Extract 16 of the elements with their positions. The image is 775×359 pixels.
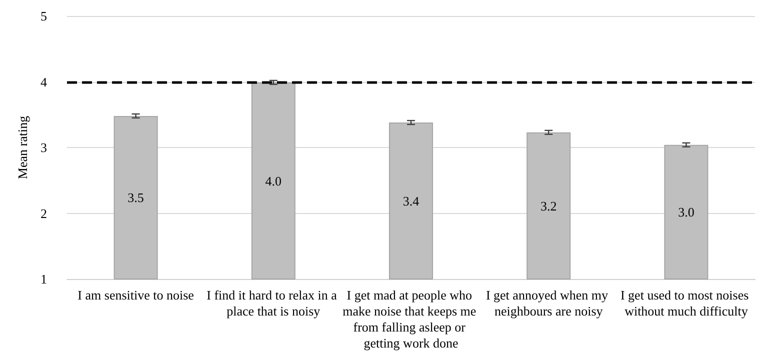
x-tick-label: I am sensitive to noise	[78, 288, 194, 302]
data-label: 3.5	[128, 190, 144, 206]
data-label: 3.2	[540, 198, 557, 214]
y-tick-label: 3	[40, 140, 47, 155]
x-tick-label: I get mad at people who make noise that keeps me from falling asleep or getting work done	[342, 288, 480, 350]
y-tick-label: 4	[40, 74, 48, 90]
y-tick-label: 5	[40, 8, 47, 24]
x-tick-label: I get used to most noises without much difficulty	[620, 288, 752, 318]
x-tick-label: I get annoyed when my neighbours are noisy	[486, 288, 612, 318]
y-axis-title: Mean rating	[15, 115, 30, 180]
data-label: 4.0	[265, 173, 282, 188]
x-tick-label: I find it hard to relax in a place that is noisy	[206, 288, 340, 318]
data-label: 3.0	[678, 204, 694, 220]
data-label: 3.4	[402, 194, 420, 209]
y-tick-label: 2	[40, 206, 47, 221]
y-tick-label: 1	[40, 272, 47, 286]
